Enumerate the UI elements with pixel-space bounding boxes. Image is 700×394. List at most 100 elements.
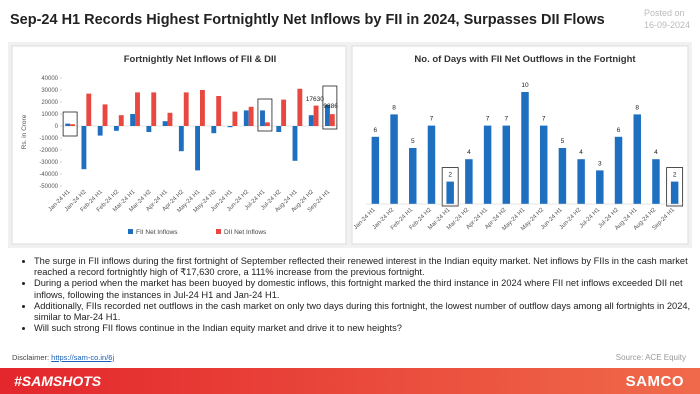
bar [146,126,152,132]
bar [521,92,529,204]
bar [113,126,119,131]
highlight-box [322,85,338,130]
bar [195,126,200,171]
bar [292,126,298,161]
bar [308,115,314,126]
data-label: 4 [579,149,583,156]
bar [276,126,282,132]
bar [281,99,287,126]
bullet: Will such strong FII flows continue in t… [34,323,694,334]
bar [260,110,265,126]
bar [167,112,173,126]
bar [313,105,319,126]
bar [297,88,303,126]
y-tick-label: 30000 [41,88,58,94]
bar [135,92,140,126]
bar [227,126,233,128]
data-label: 5 [561,138,565,145]
hashtag: #SAMSHOTS [14,373,102,389]
bar [502,125,511,204]
bar [633,114,641,204]
bar [577,159,585,204]
data-label: 7 [504,116,508,123]
legend-label: FII Net Inflows [136,229,178,236]
y-tick-label: 0 [55,124,59,130]
disclaimer: Disclaimer: https://sam-co.in/6j [12,353,114,362]
bar [151,92,157,126]
data-label: 4 [467,149,471,156]
data-label: 17630 [306,96,324,103]
bullet: Additionally, FIIs recorded net outflows… [34,301,694,323]
data-label: 4 [654,149,658,156]
bar [539,125,548,204]
posted: Posted on 16-09-2024 [644,7,690,31]
bar [162,121,168,126]
legend-swatch [216,229,221,234]
legend-swatch [128,229,133,234]
brand: SAMCO [625,373,684,390]
bar [325,104,330,126]
data-label: 7 [430,116,434,123]
data-label: 10 [521,82,529,89]
data-label: 6 [374,127,378,134]
data-label: 7 [486,116,490,123]
bar [211,126,217,134]
data-label: 8 [635,104,639,111]
footer-bar [0,368,700,394]
bar [390,114,398,204]
bar [264,122,270,126]
bar [97,126,103,136]
bar [118,115,124,126]
bar [102,104,108,126]
y-tick-label: -50000 [39,184,58,190]
posted-label: Posted on [643,8,685,18]
bar [652,159,660,204]
bar [65,123,71,126]
bar [670,181,679,204]
bar [329,114,335,126]
highlight-box [441,167,459,207]
disclaimer-link[interactable]: https://sam-co.in/6j [51,353,115,362]
bar [81,126,87,170]
highlight-box [666,167,684,207]
y-tick-label: -20000 [39,148,58,154]
bar [130,114,136,126]
bullets: The surge in FII inflows during the firs… [22,256,694,334]
data-label: 5 [411,138,415,145]
y-tick-label: -10000 [39,136,58,142]
bar [70,124,75,126]
bar [232,111,238,126]
y-tick-label: -30000 [39,160,58,166]
y-axis-label: Rs. in Crore [21,114,28,149]
bar [183,92,189,126]
bar [446,181,454,204]
bar [371,136,380,204]
bullet: The surge in FII inflows during the firs… [34,256,694,278]
data-label: 9886 [323,103,338,110]
data-label: 2 [448,172,452,179]
bar [243,110,249,126]
bar [596,170,604,204]
bullet: During a period when the market has been… [34,278,694,300]
page-title: Sep-24 H1 Records Highest Fortnightly Ne… [10,12,605,28]
y-tick-label: 10000 [41,112,58,118]
disclaimer-label: Disclaimer: [12,353,52,362]
y-tick-label: -40000 [39,172,58,178]
bar [465,159,473,204]
bar [86,93,92,126]
highlight-box [257,98,273,132]
highlight-box [62,111,78,137]
bar [409,148,417,204]
bar [558,148,567,204]
right-chart-frame [351,45,689,245]
source: Source: ACE Equity [615,353,686,362]
data-label: 8 [392,104,396,111]
y-tick-label: 40000 [41,76,58,82]
bar [216,96,222,126]
posted-date: 16-09-2024 [643,20,690,30]
bar [427,125,436,204]
bar [614,136,623,204]
data-label: 7 [542,116,546,123]
